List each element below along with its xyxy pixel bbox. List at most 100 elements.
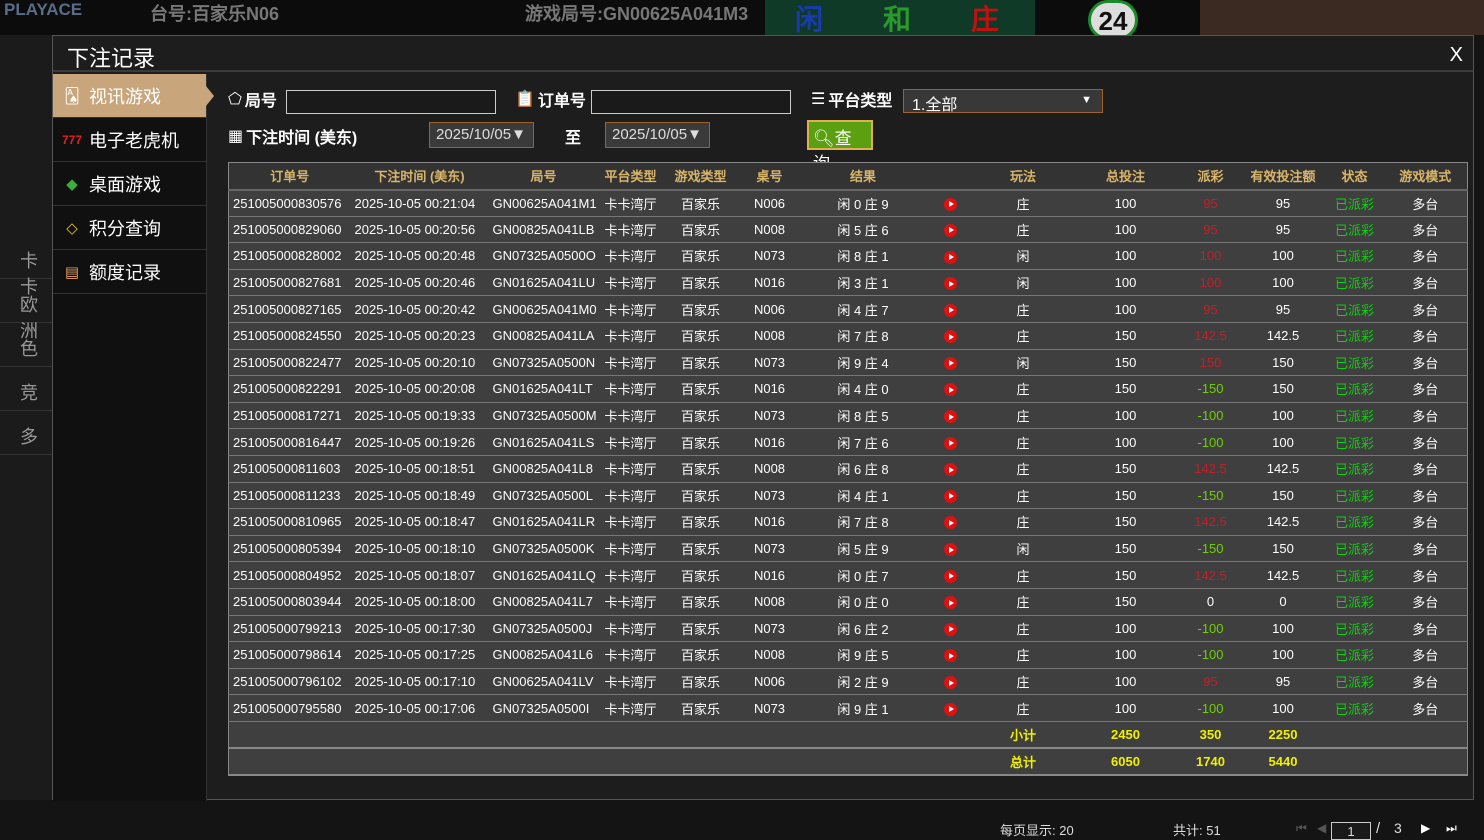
valid-bet: 100 <box>1240 402 1326 430</box>
status: 已派彩 <box>1325 588 1384 616</box>
payout: -150 <box>1180 482 1241 510</box>
slot-777-icon: 777 <box>61 132 83 147</box>
bet-record-modal: 下注记录 X 🂡 视讯游戏 777 电子老虎机 ◆ 桌面游戏 ◇ 积分查询 ▤ 额度记录 … <box>52 35 1474 840</box>
play-video-icon[interactable] <box>944 516 957 530</box>
sidebar-item-credit-records[interactable]: ▤ 额度记录 <box>53 250 206 294</box>
replay-cell <box>925 694 976 722</box>
result: 闲 4 庄 0 <box>800 375 926 403</box>
round-id: GN07325A0500M <box>488 402 599 430</box>
order-input[interactable] <box>591 90 791 114</box>
bet-time: 2025-10-05 00:18:51 <box>350 455 489 483</box>
game-mode: 多台 <box>1383 242 1468 270</box>
order-id: 251005000811603 <box>228 455 351 483</box>
play-video-icon[interactable] <box>944 330 957 344</box>
result: 闲 5 庄 6 <box>800 216 926 244</box>
total-bet: 100 <box>1070 189 1181 217</box>
result: 闲 8 庄 1 <box>800 242 926 270</box>
sidebar-item-live-games[interactable]: 🂡 视讯游戏 <box>53 74 214 118</box>
game-type: 百家乐 <box>662 482 739 510</box>
total-row: 总计 6050 1740 5440 <box>228 747 1468 776</box>
table-no: N008 <box>738 641 801 669</box>
sidebar-item-slots[interactable]: 777 电子老虎机 <box>53 118 206 162</box>
replay-cell <box>925 455 976 483</box>
table-no: N073 <box>738 402 801 430</box>
play-video-icon[interactable] <box>944 410 957 424</box>
play-video-icon[interactable] <box>944 250 957 264</box>
sidebar-item-points[interactable]: ◇ 积分查询 <box>53 206 206 250</box>
play-video-icon[interactable] <box>944 622 957 636</box>
table-no: N008 <box>738 216 801 244</box>
play-video-icon[interactable] <box>944 649 957 663</box>
round-id: GN07325A0500N <box>488 349 599 377</box>
round-id: GN00625A041M0 <box>488 295 599 323</box>
bet-type: 庄 <box>975 588 1071 616</box>
query-button[interactable]: 🔍︎查询 <box>807 120 873 173</box>
empty-cell <box>1325 721 1468 749</box>
bet-type: 闲 <box>975 535 1071 563</box>
table-row: 251005000805394 2025-10-05 00:18:10 GN0732… <box>228 535 1468 563</box>
bet-type: 庄 <box>975 189 1071 217</box>
payout: -100 <box>1180 615 1241 643</box>
close-button[interactable]: X <box>1449 44 1463 66</box>
bet-type: 庄 <box>975 641 1071 669</box>
payout: -150 <box>1180 375 1241 403</box>
sidebar-item-table-games[interactable]: ◆ 桌面游戏 <box>53 162 206 206</box>
page-separator: / <box>1376 820 1381 837</box>
first-page-button[interactable]: ⏮ <box>1296 821 1307 835</box>
date-from-picker[interactable]: 2025/10/05▼ <box>429 122 534 148</box>
play-video-icon[interactable] <box>944 463 957 477</box>
round-id: GN00625A041LV <box>488 668 599 696</box>
game-mode: 多台 <box>1383 349 1468 377</box>
bet-type: 庄 <box>975 216 1071 244</box>
total-bet: 150 <box>1070 588 1181 616</box>
play-video-icon[interactable] <box>944 436 957 450</box>
table-row: 251005000824550 2025-10-05 00:20:23 GN0082… <box>228 322 1468 350</box>
status: 已派彩 <box>1325 428 1384 456</box>
result: 闲 0 庄 0 <box>800 588 926 616</box>
total-bet: 150 <box>1070 482 1181 510</box>
status: 已派彩 <box>1325 349 1384 377</box>
cards-icon: 🂡 <box>64 87 80 105</box>
game-type: 百家乐 <box>662 216 739 244</box>
play-video-icon[interactable] <box>944 489 957 503</box>
valid-bet: 100 <box>1240 641 1326 669</box>
play-video-icon[interactable] <box>944 676 957 690</box>
play-video-icon[interactable] <box>944 277 957 291</box>
game-mode: 多台 <box>1383 508 1468 536</box>
clipboard-icon: 📋 <box>515 91 535 108</box>
table-no: N016 <box>738 561 801 589</box>
round-id: GN00825A041L7 <box>488 588 599 616</box>
platform-select[interactable]: 1.全部 ▼ <box>903 89 1103 114</box>
play-video-icon[interactable] <box>944 543 957 557</box>
play-video-icon[interactable] <box>944 569 957 583</box>
table-row: 251005000796102 2025-10-05 00:17:10 GN0062… <box>228 668 1468 696</box>
bet-time: 2025-10-05 00:18:00 <box>350 588 489 616</box>
round-id: GN00825A041LA <box>488 322 599 350</box>
game-mode: 多台 <box>1383 322 1468 350</box>
payout: 95 <box>1180 668 1241 696</box>
table-row: 251005000799213 2025-10-05 00:17:30 GN0732… <box>228 615 1468 643</box>
page-input[interactable] <box>1331 822 1371 840</box>
play-video-icon[interactable] <box>944 356 957 370</box>
total-bet: 100 <box>1070 242 1181 270</box>
next-page-button[interactable]: ▶ <box>1421 821 1431 835</box>
round-input[interactable] <box>286 90 496 114</box>
prev-page-button[interactable]: ◀ <box>1317 821 1327 835</box>
play-video-icon[interactable] <box>944 223 957 237</box>
last-page-button[interactable]: ⏭ <box>1446 821 1457 835</box>
play-video-icon[interactable] <box>944 303 957 317</box>
platform: 卡卡湾厅 <box>598 508 663 536</box>
column-header <box>925 162 976 191</box>
table-row: 251005000795580 2025-10-05 00:17:06 GN0732… <box>228 694 1468 722</box>
total-bet: 100 <box>1070 428 1181 456</box>
game-mode: 多台 <box>1383 295 1468 323</box>
payout: 100 <box>1180 269 1241 297</box>
play-video-icon[interactable] <box>944 197 957 211</box>
play-video-icon[interactable] <box>944 702 957 716</box>
round-id: GN01625A041LU <box>488 269 599 297</box>
play-video-icon[interactable] <box>944 596 957 610</box>
table-row: 251005000827681 2025-10-05 00:20:46 GN0162… <box>228 269 1468 297</box>
date-to-picker[interactable]: 2025/10/05▼ <box>605 122 710 148</box>
sidebar-item-label: 积分查询 <box>89 218 161 239</box>
play-video-icon[interactable] <box>944 383 957 397</box>
